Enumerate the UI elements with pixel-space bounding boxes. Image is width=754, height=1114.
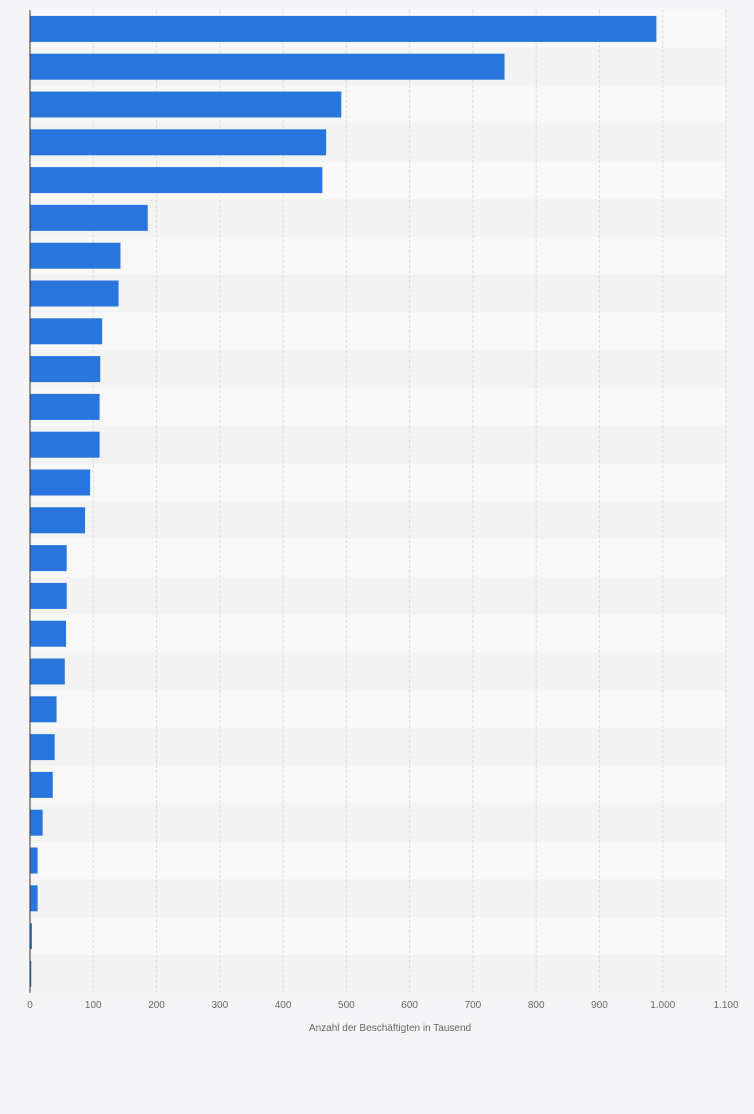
x-tick-label: 1.000	[650, 1000, 675, 1011]
bar	[30, 167, 323, 194]
bar	[30, 734, 55, 761]
bar	[30, 53, 505, 80]
bars	[30, 15, 657, 987]
gridlines	[92, 10, 727, 993]
x-tick-label: 900	[591, 1000, 608, 1011]
bar	[30, 771, 53, 798]
bar	[30, 960, 32, 987]
bar	[30, 280, 119, 307]
row-band	[30, 690, 726, 729]
row-band	[30, 841, 726, 880]
x-tick-label: 300	[211, 1000, 228, 1011]
row-band	[30, 803, 726, 842]
x-axis-ticks: 0 100 200 300 400 500 600 700 800 900 1.000 1.100	[27, 1000, 739, 1011]
row-band	[30, 463, 726, 502]
bar	[30, 545, 67, 572]
x-tick-label: 1.100	[713, 1000, 738, 1011]
row-band	[30, 652, 726, 691]
bar	[30, 582, 67, 609]
row-band	[30, 614, 726, 653]
bar	[30, 620, 67, 647]
row-band	[30, 728, 726, 766]
bar	[30, 242, 121, 269]
bar	[30, 469, 91, 496]
bar	[30, 847, 38, 874]
x-axis-title: Anzahl der Beschäftigten in Tausend	[309, 1023, 471, 1034]
row-band	[30, 766, 726, 804]
bar	[30, 696, 57, 723]
x-tick-label: 100	[85, 1000, 102, 1011]
row-band	[30, 425, 726, 464]
bar	[30, 204, 148, 231]
bar	[30, 658, 65, 685]
bar	[30, 431, 100, 458]
row-band	[30, 955, 726, 993]
x-tick-label: 200	[148, 1000, 165, 1011]
bar	[30, 318, 103, 345]
bar	[30, 356, 101, 383]
x-tick-label: 0	[27, 1000, 33, 1011]
bar	[30, 923, 32, 950]
bar	[30, 809, 43, 836]
bar	[30, 91, 342, 118]
row-band	[30, 236, 726, 275]
row-band	[30, 274, 726, 313]
row-band	[30, 879, 726, 918]
x-tick-label: 700	[465, 1000, 482, 1011]
row-band	[30, 501, 726, 540]
row-bands	[30, 10, 726, 993]
x-tick-label: 600	[401, 1000, 418, 1011]
row-band	[30, 312, 726, 351]
bar	[30, 393, 100, 420]
row-band	[30, 388, 726, 426]
x-tick-label: 800	[528, 1000, 545, 1011]
bar	[30, 129, 327, 156]
bar	[30, 15, 657, 42]
x-tick-label: 500	[338, 1000, 355, 1011]
row-band	[30, 539, 726, 577]
x-tick-label: 400	[275, 1000, 292, 1011]
row-band	[30, 917, 726, 955]
row-band	[30, 350, 726, 388]
row-band	[30, 577, 726, 615]
bar	[30, 507, 86, 534]
bar	[30, 885, 38, 912]
